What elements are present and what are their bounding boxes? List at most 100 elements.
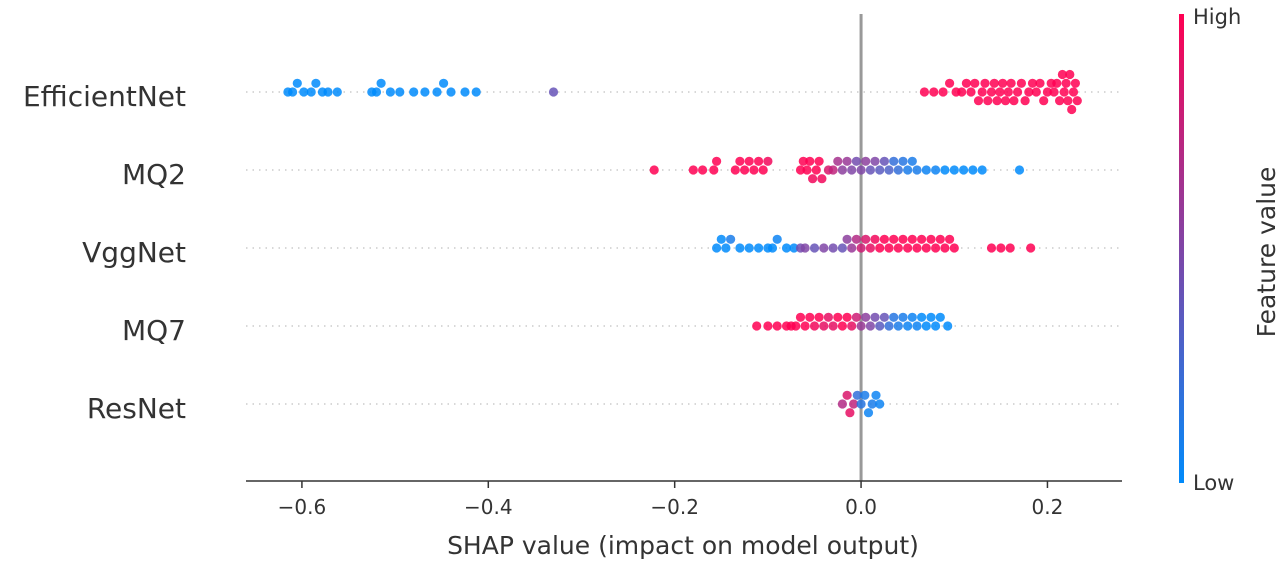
x-ticks [301,481,1049,488]
point-mq7-16 [842,312,852,322]
point-efficientnet-62 [1067,104,1077,115]
point-efficientnet-12 [385,87,395,97]
point-mq7-35 [931,321,941,331]
point-resnet-4 [852,390,862,400]
point-mq7-1 [763,321,773,331]
point-mq2-10 [754,156,764,166]
point-efficientnet-32 [977,87,987,97]
point-mq7-18 [851,312,862,322]
point-mq2-27 [851,156,862,166]
point-mq2-31 [870,156,880,166]
point-vggnet-40 [945,234,955,244]
point-mq7-30 [907,312,917,322]
point-mq7-14 [833,312,843,322]
point-mq2-29 [861,156,871,166]
point-mq2-11 [758,165,768,175]
point-efficientnet-31 [973,96,984,106]
point-vggnet-31 [903,243,913,253]
point-mq2-13 [795,165,806,175]
point-efficientnet-41 [1003,87,1013,97]
point-mq7-12 [823,312,834,322]
point-mq7-34 [926,312,936,322]
point-vggnet-36 [926,234,936,244]
point-resnet-9 [871,390,881,400]
point-mq7-7 [800,321,810,331]
point-mq7-13 [828,321,838,331]
point-efficientnet-7 [323,87,333,97]
point-vggnet-18 [842,234,852,244]
point-mq7-19 [856,321,866,331]
point-vggnet-32 [907,234,917,244]
point-mq2-23 [833,156,843,166]
point-efficientnet-14 [409,87,419,97]
point-mq2-40 [912,165,922,175]
point-mq2-34 [884,165,894,175]
point-efficientnet-33 [980,78,990,88]
point-mq7-0 [752,321,762,331]
point-vggnet-11 [789,243,799,253]
point-efficientnet-47 [1024,87,1034,97]
point-efficientnet-59 [1061,78,1071,88]
point-mq7-25 [884,321,894,331]
point-mq2-8 [744,156,754,166]
point-vggnet-21 [856,243,866,253]
point-efficientnet-50 [1035,78,1045,88]
point-mq7-26 [889,312,899,322]
point-mq7-36 [935,312,945,322]
point-vggnet-26 [879,234,890,244]
point-vggnet-39 [940,243,950,253]
point-efficientnet-45 [1016,78,1026,88]
point-mq2-0 [649,165,659,175]
point-vggnet-27 [884,243,894,253]
point-vggnet-34 [917,234,927,244]
point-efficientnet-55 [1052,78,1062,88]
x-tick-label: −0.2 [650,495,699,519]
point-efficientnet-23 [929,87,939,97]
point-mq2-19 [814,156,824,166]
point-efficientnet-58 [1059,87,1069,97]
point-mq7-2 [772,321,782,331]
point-mq7-37 [943,321,953,331]
point-efficientnet-40 [1000,96,1011,106]
point-vggnet-37 [931,243,941,253]
point-vggnet-14 [809,243,820,253]
x-tick-label: 0.0 [845,495,877,519]
point-mq7-20 [861,312,871,322]
point-efficientnet-11 [376,78,386,88]
point-vggnet-24 [870,234,880,244]
point-efficientnet-61 [1065,69,1075,80]
point-efficientnet-35 [986,87,997,97]
point-mq2-5 [730,165,740,175]
point-vggnet-35 [921,243,931,253]
point-vggnet-22 [861,234,871,244]
point-efficientnet-10 [371,87,382,97]
point-mq2-6 [735,156,745,166]
point-efficientnet-5 [311,78,321,88]
point-mq2-48 [1014,165,1025,175]
point-efficientnet-15 [420,87,430,97]
point-vggnet-28 [889,234,899,244]
point-efficientnet-29 [966,87,976,97]
point-efficientnet-16 [432,87,442,97]
point-mq2-24 [837,165,848,175]
point-mq2-14 [798,156,808,166]
colorbar [1179,14,1184,483]
point-vggnet-8 [767,243,778,253]
point-efficientnet-22 [919,87,930,97]
point-vggnet-41 [949,243,959,253]
point-mq2-20 [817,174,827,184]
point-mq7-28 [898,312,908,322]
points-layer [283,69,1082,418]
point-vggnet-43 [996,243,1006,253]
point-efficientnet-43 [1009,96,1019,106]
point-vggnet-10 [781,243,792,253]
point-efficientnet-39 [998,78,1008,88]
point-mq7-24 [879,312,890,322]
point-efficientnet-49 [1031,87,1041,97]
point-mq2-18 [811,165,821,175]
point-mq2-43 [940,165,950,175]
colorbar-low-label: Low [1193,471,1234,495]
point-mq2-9 [749,165,759,175]
point-efficientnet-60 [1063,96,1073,106]
point-mq2-46 [968,165,978,175]
